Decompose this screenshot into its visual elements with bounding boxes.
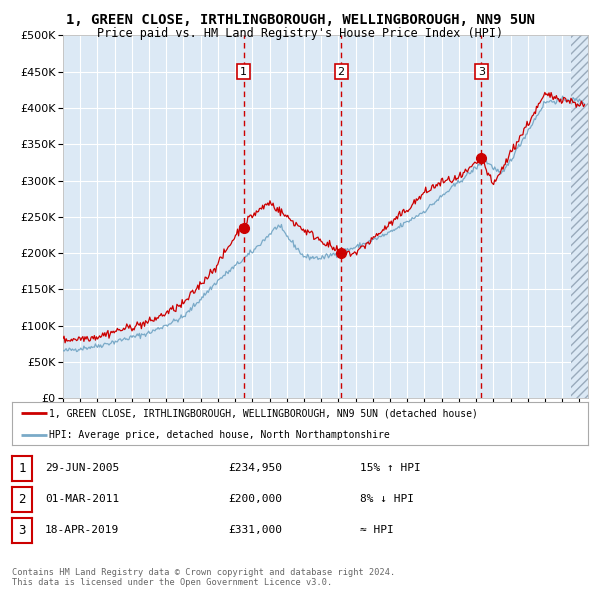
Text: HPI: Average price, detached house, North Northamptonshire: HPI: Average price, detached house, Nort…: [49, 430, 390, 440]
Text: 1: 1: [18, 462, 26, 475]
Text: 2: 2: [18, 493, 26, 506]
Text: Price paid vs. HM Land Registry's House Price Index (HPI): Price paid vs. HM Land Registry's House …: [97, 27, 503, 40]
Text: £234,950: £234,950: [228, 464, 282, 473]
Text: £200,000: £200,000: [228, 494, 282, 504]
Text: £331,000: £331,000: [228, 526, 282, 535]
Text: 29-JUN-2005: 29-JUN-2005: [45, 464, 119, 473]
Text: 1, GREEN CLOSE, IRTHLINGBOROUGH, WELLINGBOROUGH, NN9 5UN: 1, GREEN CLOSE, IRTHLINGBOROUGH, WELLING…: [65, 13, 535, 27]
Text: ≈ HPI: ≈ HPI: [360, 526, 394, 535]
Text: 3: 3: [478, 67, 485, 77]
Text: 1: 1: [240, 67, 247, 77]
Text: 2: 2: [338, 67, 345, 77]
Text: 15% ↑ HPI: 15% ↑ HPI: [360, 464, 421, 473]
Text: Contains HM Land Registry data © Crown copyright and database right 2024.
This d: Contains HM Land Registry data © Crown c…: [12, 568, 395, 587]
Text: 01-MAR-2011: 01-MAR-2011: [45, 494, 119, 504]
Text: 8% ↓ HPI: 8% ↓ HPI: [360, 494, 414, 504]
Text: 18-APR-2019: 18-APR-2019: [45, 526, 119, 535]
Text: 3: 3: [18, 524, 26, 537]
Text: 1, GREEN CLOSE, IRTHLINGBOROUGH, WELLINGBOROUGH, NN9 5UN (detached house): 1, GREEN CLOSE, IRTHLINGBOROUGH, WELLING…: [49, 408, 478, 418]
